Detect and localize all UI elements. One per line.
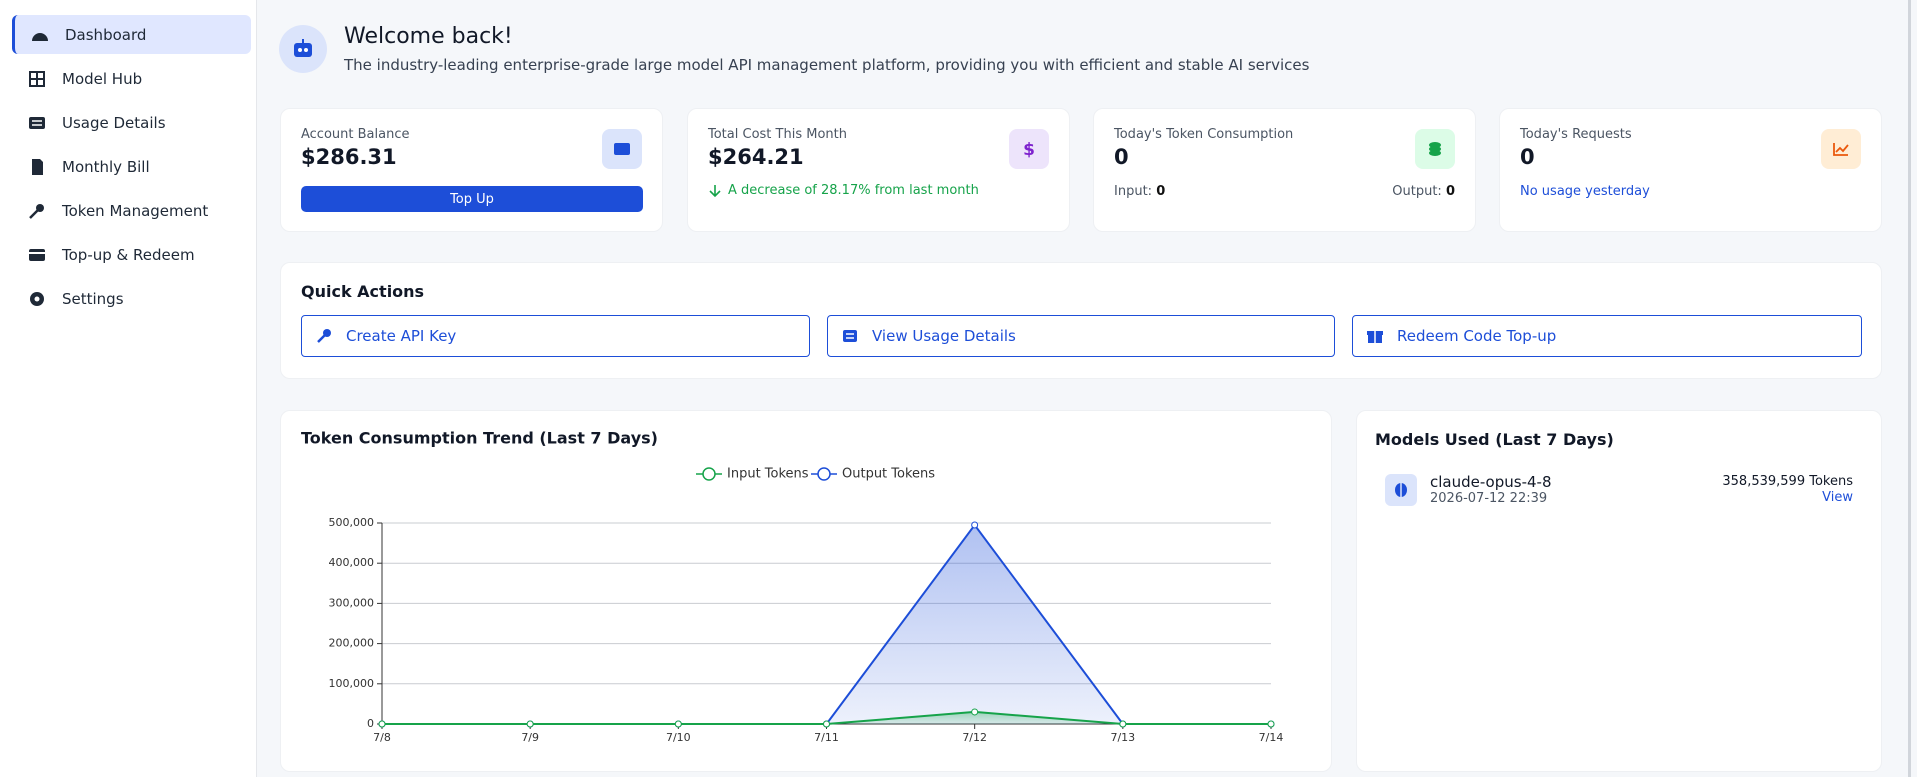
input-label: Input: [1114,184,1153,199]
action-label: View Usage Details [872,327,1016,345]
stat-card: Today's Token Consumption 0 Input: 0 Out… [1093,108,1476,232]
y-tick-label: 100,000 [329,677,375,690]
stat-note-text: A decrease of 28.17% from last month [728,183,979,198]
nav-label: Dashboard [65,25,147,44]
chart-card: Token Consumption Trend (Last 7 Days) 0 1… [280,410,1332,772]
model-name: claude-opus-4-8 [1430,473,1552,491]
stat-label: Total Cost This Month [708,127,847,142]
stat-value: 0 [1114,145,1129,169]
action-button[interactable]: View Usage Details [827,315,1335,357]
point [971,521,979,529]
legend-marker [817,467,831,481]
stat-label: Today's Requests [1520,127,1632,142]
model-icon [1385,474,1417,506]
quick-actions: Quick Actions Create API Key View Usage … [280,262,1882,379]
header-title: Welcome back! [344,24,513,49]
line [382,523,1271,725]
action-label: Create API Key [346,327,457,345]
section-title: Quick Actions [301,282,425,301]
stat-card: Account Balance $286.31 Top Up [280,108,663,232]
header-subtitle: The industry-leading enterprise-grade la… [344,56,1310,74]
x-tick-label: 7/8 [373,731,391,744]
output-value: 0 [1445,184,1455,199]
action-button[interactable]: Redeem Code Top-up [1352,315,1862,357]
nav-item[interactable]: Settings [12,279,248,318]
nav-label: Top-up & Redeem [62,245,195,264]
output-label: Output: [1392,184,1442,199]
area [382,711,1271,724]
y-tick-label: 0 [367,717,374,730]
legend-marker [702,467,716,481]
nav-label: Token Management [62,201,209,220]
output-stat: Output: 0 [1392,184,1455,199]
nav-label: Settings [62,289,124,308]
nav-item[interactable]: Model Hub [12,59,248,98]
stat-value: $264.21 [708,145,804,169]
point [378,720,386,728]
scrollbar [1908,0,1911,777]
x-tick-label: 7/14 [1259,731,1284,744]
x-tick-label: 7/9 [521,731,539,744]
x-tick-label: 7/11 [814,731,839,744]
nav-item[interactable]: Usage Details [12,103,248,142]
x-tick-label: 7/12 [962,731,987,744]
model-time: 2026-07-12 22:39 [1430,491,1548,506]
header-icon [279,25,327,73]
sidebar: Dashboard Model Hub Usage Details Monthl… [0,0,257,777]
point [526,720,534,728]
x-tick-label: 7/10 [666,731,691,744]
nav-item[interactable]: Top-up & Redeem [12,235,248,274]
stat-card: Today's Requests 0 No usage yesterday [1499,108,1882,232]
stat-label: Today's Token Consumption [1114,127,1294,142]
stat-icon [1821,129,1861,169]
stat-note: No usage yesterday [1520,184,1650,199]
input-stat: Input: 0 [1114,184,1165,199]
stat-value: 0 [1520,145,1535,169]
stat-note: A decrease of 28.17% from last month [708,183,979,198]
area [382,525,1271,724]
stat-icon [602,129,642,169]
y-tick-label: 400,000 [329,556,375,569]
y-tick-label: 300,000 [329,596,375,609]
nav-label: Model Hub [62,69,143,88]
stat-card: Total Cost This Month $264.21 $ A decrea… [687,108,1070,232]
point [1267,720,1275,728]
svg-text:$: $ [1023,140,1035,158]
y-tick-label: 200,000 [329,637,375,650]
chart-title: Token Consumption Trend (Last 7 Days) [301,429,658,448]
legend-label: Input Tokens [727,467,809,482]
nav-label: Monthly Bill [62,157,150,176]
action-button[interactable]: Create API Key [301,315,810,357]
nav-item[interactable]: Token Management [12,191,248,230]
nav-item[interactable]: Dashboard [12,15,251,54]
point [823,720,830,728]
model-view-link[interactable]: View [1822,490,1853,505]
model-tokens: 358,539,599 Tokens [1722,474,1853,489]
section-title: Models Used (Last 7 Days) [1375,430,1614,449]
models-card: Models Used (Last 7 Days) claude-opus-4-… [1356,410,1882,772]
stat-value: $286.31 [301,145,397,169]
point [674,720,682,728]
stat-icon: $ [1009,129,1049,169]
stat-label: Account Balance [301,127,410,142]
point [971,708,979,716]
action-label: Redeem Code Top-up [1397,327,1557,345]
top-up-button[interactable]: Top Up [301,186,643,212]
y-tick-label: 500,000 [329,516,375,529]
nav-label: Usage Details [62,113,166,132]
point [1119,720,1127,728]
input-value: 0 [1156,184,1166,199]
chart: Token Consumption Trend (Last 7 Days) 0 1… [301,429,1284,745]
stat-icon [1415,129,1455,169]
legend-label: Output Tokens [842,467,935,482]
nav-item[interactable]: Monthly Bill [12,147,248,186]
x-tick-label: 7/13 [1110,731,1135,744]
